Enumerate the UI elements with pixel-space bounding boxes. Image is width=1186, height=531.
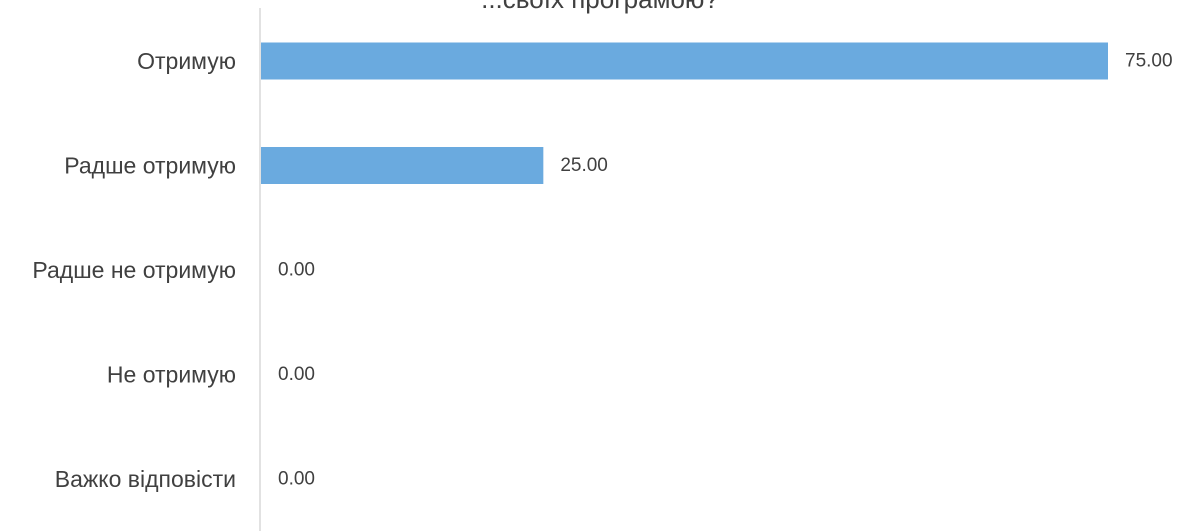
data-label: 0.00 [278,469,315,490]
data-label: 0.00 [278,364,315,385]
data-label: 75.00 [1125,51,1173,72]
category-label: Радше не отримую [32,257,236,283]
data-label: 25.00 [560,155,608,176]
chart-title: ...своїх програмою? [481,0,719,14]
category-label: Важко відповісти [55,466,236,492]
data-label: 0.00 [278,260,315,281]
category-label: Радше отримую [64,153,236,179]
bars-layer [261,42,1108,184]
labels-layer: Отримую 75.00 Радше отримую 25.00 Радше не о… [32,48,1172,492]
category-label: Не отримую [107,362,236,388]
bar [261,147,544,184]
bar [261,42,1108,80]
category-label: Отримую [137,48,236,74]
